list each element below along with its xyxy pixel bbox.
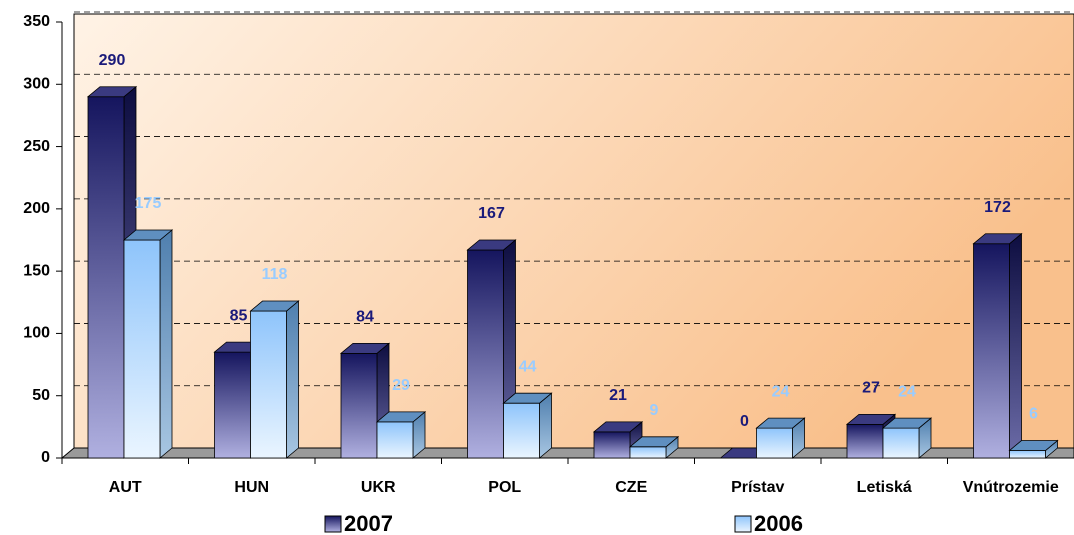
value-label: 27 bbox=[862, 380, 880, 397]
value-label: 84 bbox=[356, 309, 374, 326]
bar bbox=[629, 446, 667, 459]
bar-side bbox=[1009, 232, 1022, 459]
legend-swatch bbox=[734, 515, 752, 533]
bar bbox=[846, 423, 884, 459]
value-label: 290 bbox=[99, 52, 126, 69]
value-label: 175 bbox=[135, 195, 162, 212]
legend-label: 2006 bbox=[754, 511, 803, 535]
bar-top bbox=[845, 413, 897, 425]
legend-label: 2007 bbox=[344, 511, 393, 535]
x-tick-label: HUN bbox=[234, 479, 269, 496]
bar-top bbox=[466, 239, 517, 251]
x-tick-label: UKR bbox=[361, 479, 396, 496]
y-tick-label: 350 bbox=[23, 13, 50, 30]
bar-side bbox=[539, 392, 552, 459]
y-tick-label: 300 bbox=[23, 76, 50, 93]
x-tick-label: Vnútrozemie bbox=[963, 479, 1059, 496]
value-label: 44 bbox=[519, 358, 537, 375]
x-tick-label: POL bbox=[488, 479, 521, 496]
bar-side bbox=[286, 300, 299, 459]
x-tick-label: Prístav bbox=[731, 479, 784, 496]
bar bbox=[503, 402, 540, 459]
bar bbox=[467, 249, 504, 459]
bar bbox=[376, 421, 414, 459]
bar-top bbox=[628, 436, 680, 448]
bar bbox=[87, 96, 125, 459]
bar bbox=[593, 431, 631, 459]
value-label: 29 bbox=[392, 377, 410, 394]
bar-top bbox=[972, 233, 1023, 245]
bar bbox=[340, 352, 378, 459]
x-tick-label: Letiská bbox=[857, 479, 912, 496]
back-wall bbox=[73, 13, 1074, 449]
x-tick-label: AUT bbox=[109, 479, 142, 496]
bar bbox=[250, 310, 287, 459]
value-label: 167 bbox=[478, 205, 505, 222]
bar-top bbox=[122, 229, 174, 241]
value-label: 0 bbox=[740, 413, 749, 430]
bar-top bbox=[375, 411, 427, 423]
x-tick-label: CZE bbox=[615, 479, 647, 496]
value-label: 24 bbox=[898, 383, 916, 400]
y-tick-label: 250 bbox=[23, 138, 50, 155]
legend-swatch bbox=[324, 515, 342, 533]
y-tick-label: 0 bbox=[41, 449, 50, 466]
bar-top bbox=[339, 342, 391, 354]
bar bbox=[214, 351, 251, 459]
value-label: 9 bbox=[650, 402, 659, 419]
bar-top bbox=[881, 417, 933, 429]
value-label: 172 bbox=[984, 199, 1011, 216]
bar-top bbox=[1008, 440, 1059, 451]
bar-top bbox=[86, 86, 138, 98]
value-label: 24 bbox=[772, 383, 790, 400]
value-label: 21 bbox=[609, 387, 627, 404]
y-tick-label: 50 bbox=[32, 387, 50, 404]
bar bbox=[1009, 450, 1046, 459]
value-label: 118 bbox=[262, 266, 288, 283]
bar-top bbox=[592, 421, 644, 433]
bar-top bbox=[755, 417, 806, 429]
y-tick-label: 150 bbox=[23, 262, 50, 279]
y-tick-label: 200 bbox=[23, 200, 50, 217]
bar-top bbox=[502, 392, 553, 404]
bar-top bbox=[249, 300, 300, 312]
bar bbox=[973, 243, 1010, 459]
bar bbox=[882, 427, 920, 459]
bar bbox=[123, 239, 161, 459]
bar bbox=[756, 427, 793, 459]
value-label: 6 bbox=[1029, 406, 1038, 423]
value-label: 85 bbox=[230, 307, 248, 324]
y-tick-label: 100 bbox=[23, 325, 50, 342]
bar-side bbox=[159, 229, 173, 459]
